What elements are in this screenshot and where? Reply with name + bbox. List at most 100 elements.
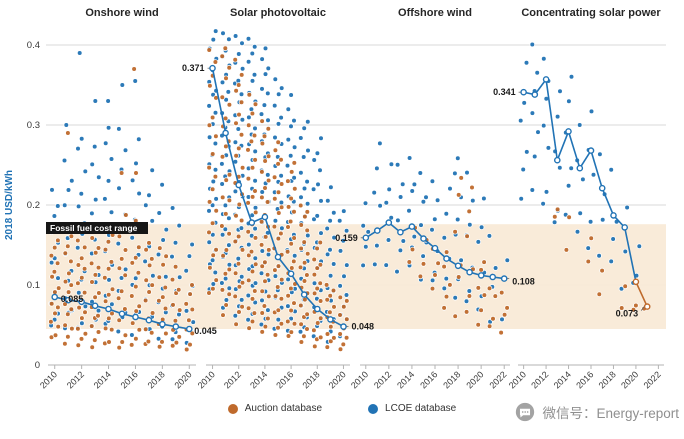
data-point-lcoe bbox=[235, 126, 242, 132]
x-tick-label: 2018 bbox=[146, 369, 167, 390]
data-point-auction bbox=[78, 336, 85, 342]
data-point-lcoe bbox=[535, 129, 541, 135]
data-point-lcoe bbox=[388, 214, 395, 221]
data-point-lcoe bbox=[443, 211, 450, 217]
data-point-lcoe bbox=[317, 167, 323, 174]
data-point-auction bbox=[213, 277, 220, 283]
trend-marker bbox=[248, 219, 256, 226]
data-point-lcoe bbox=[362, 200, 369, 207]
data-point-auction bbox=[105, 239, 112, 245]
x-tick-label: 2012 bbox=[372, 369, 393, 390]
data-point-lcoe bbox=[318, 230, 324, 236]
data-point-auction bbox=[133, 170, 139, 176]
data-point-lcoe bbox=[63, 122, 70, 128]
data-point-auction bbox=[102, 325, 109, 332]
data-point-auction bbox=[278, 295, 285, 302]
trend-marker bbox=[454, 262, 462, 270]
data-point-auction bbox=[96, 290, 102, 296]
trend-marker bbox=[531, 91, 539, 98]
data-point-auction bbox=[219, 223, 225, 229]
data-point-auction bbox=[68, 306, 75, 313]
data-point-auction bbox=[109, 286, 116, 293]
data-point-auction bbox=[65, 289, 72, 295]
data-point-lcoe bbox=[222, 275, 229, 282]
data-point-lcoe bbox=[523, 59, 530, 66]
data-point-auction bbox=[475, 285, 482, 291]
data-point-lcoe bbox=[265, 251, 272, 258]
data-point-auction bbox=[314, 245, 320, 252]
data-point-auction bbox=[95, 312, 101, 319]
data-point-auction bbox=[288, 265, 295, 271]
data-point-lcoe bbox=[226, 285, 233, 292]
value-annotation: 0.159 bbox=[335, 233, 358, 243]
data-point-lcoe bbox=[478, 224, 485, 231]
data-point-lcoe bbox=[291, 175, 297, 181]
data-point-lcoe bbox=[275, 316, 282, 323]
trend-marker bbox=[209, 64, 216, 72]
trend-marker bbox=[466, 268, 473, 276]
trend-marker bbox=[431, 244, 439, 252]
data-point-lcoe bbox=[239, 40, 245, 46]
data-point-lcoe bbox=[265, 65, 272, 72]
data-point-lcoe bbox=[305, 147, 311, 154]
value-annotation: 0.341 bbox=[493, 87, 516, 97]
data-point-lcoe bbox=[109, 301, 115, 308]
data-point-lcoe bbox=[78, 135, 85, 142]
data-point-lcoe bbox=[96, 174, 102, 181]
data-point-lcoe bbox=[551, 219, 558, 226]
data-point-lcoe bbox=[163, 226, 170, 233]
data-point-lcoe bbox=[452, 294, 459, 301]
data-point-lcoe bbox=[388, 161, 395, 168]
y-tick-label: 0 bbox=[35, 360, 40, 371]
data-point-lcoe bbox=[272, 76, 279, 83]
data-point-auction bbox=[288, 307, 294, 314]
data-point-auction bbox=[213, 208, 220, 214]
data-point-lcoe bbox=[337, 283, 343, 289]
data-point-auction bbox=[220, 312, 226, 318]
data-point-lcoe bbox=[386, 186, 393, 193]
data-point-lcoe bbox=[343, 292, 350, 298]
data-point-auction bbox=[207, 264, 213, 271]
data-point-lcoe bbox=[318, 135, 324, 142]
panel-title: Onshore wind bbox=[85, 7, 158, 19]
data-point-lcoe bbox=[206, 208, 212, 214]
data-point-auction bbox=[212, 59, 219, 65]
data-point-auction bbox=[252, 157, 258, 163]
data-point-auction bbox=[159, 339, 165, 345]
data-point-auction bbox=[108, 259, 115, 265]
data-point-auction bbox=[55, 237, 61, 244]
data-point-lcoe bbox=[577, 210, 583, 217]
data-point-auction bbox=[219, 194, 226, 201]
data-point-lcoe bbox=[529, 110, 536, 116]
data-point-auction bbox=[132, 254, 139, 261]
data-point-lcoe bbox=[259, 56, 265, 62]
data-point-lcoe bbox=[236, 51, 242, 57]
data-point-auction bbox=[81, 244, 88, 251]
data-point-lcoe bbox=[534, 69, 540, 76]
data-point-lcoe bbox=[226, 215, 232, 222]
data-point-lcoe bbox=[65, 187, 72, 193]
data-point-lcoe bbox=[291, 144, 298, 151]
data-point-auction bbox=[245, 147, 251, 153]
data-point-lcoe bbox=[529, 187, 536, 193]
data-point-auction bbox=[249, 268, 256, 275]
data-point-auction bbox=[249, 164, 256, 171]
trend-marker bbox=[172, 323, 180, 330]
data-point-lcoe bbox=[464, 169, 470, 176]
data-point-auction bbox=[123, 212, 129, 218]
data-point-auction bbox=[324, 344, 331, 350]
data-point-auction bbox=[317, 315, 324, 322]
data-point-auction bbox=[223, 247, 230, 253]
data-point-lcoe bbox=[418, 222, 424, 228]
value-annotation: 0.085 bbox=[61, 294, 84, 304]
data-point-auction bbox=[443, 293, 450, 300]
data-point-auction bbox=[258, 218, 265, 225]
data-point-auction bbox=[478, 307, 484, 314]
data-point-lcoe bbox=[314, 213, 321, 219]
data-point-auction bbox=[149, 282, 156, 288]
data-point-lcoe bbox=[264, 90, 271, 97]
watermark-text: 微信号：Energy-report bbox=[542, 406, 679, 421]
data-point-auction bbox=[222, 115, 229, 122]
data-point-lcoe bbox=[383, 262, 390, 268]
data-point-lcoe bbox=[608, 166, 614, 173]
